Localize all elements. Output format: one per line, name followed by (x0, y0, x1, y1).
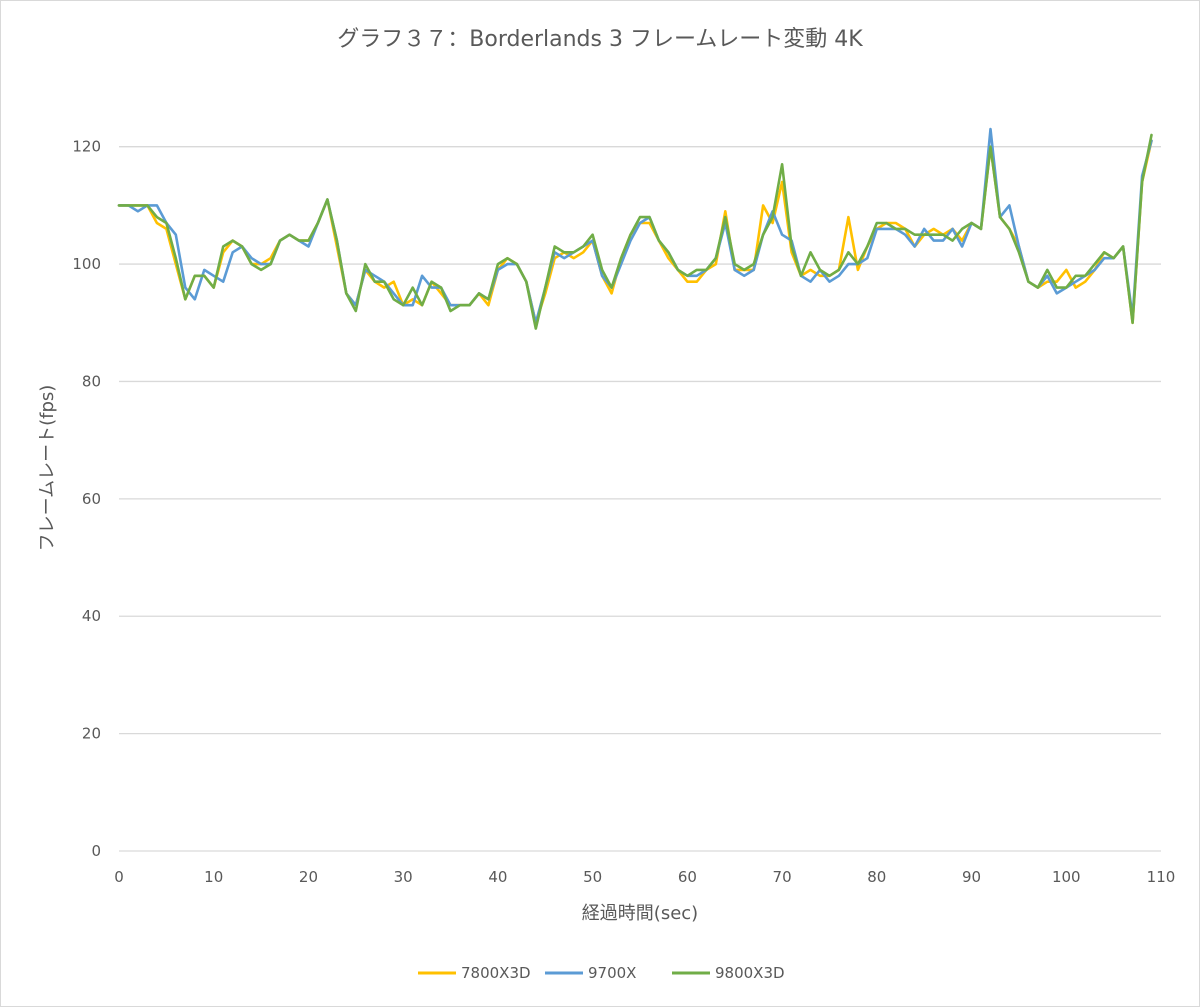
x-tick-label-30: 30 (394, 868, 413, 886)
series-line-9800x3d (117, 133, 1153, 330)
series-lines (117, 127, 1153, 330)
legend-label-9700x: 9700X (588, 964, 636, 982)
x-tick-label-20: 20 (299, 868, 318, 886)
legend-label-9800x3d: 9800X3D (715, 964, 785, 982)
x-tick-label-70: 70 (773, 868, 792, 886)
gridlines (119, 146, 1161, 852)
y-axis-label: フレームレート(fps) (37, 385, 58, 552)
x-tick-label-0: 0 (114, 868, 124, 886)
legend: 7800X3D 9700X 9800X3D (418, 964, 785, 982)
x-tick-label-40: 40 (488, 868, 507, 886)
y-tick-label-20: 20 (82, 725, 101, 743)
x-axis-ticks: 0 10 20 30 40 50 60 70 80 90 100 110 (114, 868, 1175, 886)
legend-label-7800x3d: 7800X3D (461, 964, 531, 982)
y-tick-label-120: 120 (72, 138, 101, 156)
x-tick-label-90: 90 (962, 868, 981, 886)
y-tick-label-40: 40 (82, 607, 101, 625)
x-axis-label: 経過時間(sec) (582, 903, 698, 924)
y-tick-label-100: 100 (72, 255, 101, 273)
chart-title: グラフ３７：Borderlands 3 フレームレート変動 4K (337, 27, 863, 52)
x-tick-label-110: 110 (1147, 868, 1176, 886)
x-tick-label-100: 100 (1052, 868, 1081, 886)
x-tick-label-80: 80 (867, 868, 886, 886)
x-tick-label-50: 50 (583, 868, 602, 886)
y-tick-label-0: 0 (91, 842, 101, 860)
x-tick-label-60: 60 (678, 868, 697, 886)
y-tick-label-60: 60 (82, 490, 101, 508)
y-axis-ticks: 0 20 40 60 80 100 120 (72, 138, 101, 860)
x-tick-label-10: 10 (204, 868, 223, 886)
y-tick-label-80: 80 (82, 372, 101, 390)
